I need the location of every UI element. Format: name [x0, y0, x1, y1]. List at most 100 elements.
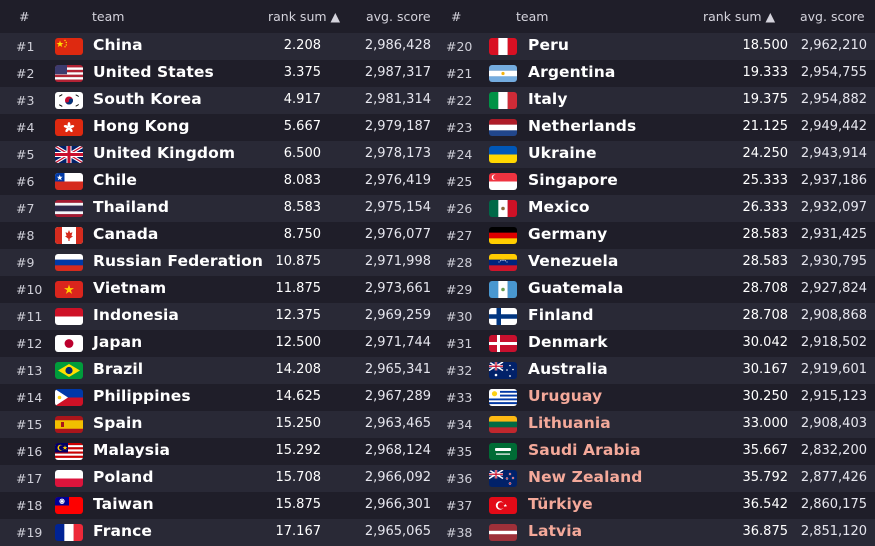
table-row[interactable]: #28 Venezuela 28.583 2,930,795: [437, 249, 875, 276]
avg-score-cell: 2,949,442: [800, 119, 867, 134]
team-name-link[interactable]: Netherlands: [528, 117, 637, 135]
team-name-link[interactable]: Peru: [528, 36, 569, 54]
team-name-link[interactable]: United States: [93, 63, 214, 81]
team-name-link[interactable]: Indonesia: [93, 306, 179, 324]
table-row[interactable]: #11 Indonesia 12.375 2,969,259: [0, 303, 437, 330]
rank-cell: #33: [446, 390, 473, 405]
rank-sum-cell: 8.583: [283, 200, 321, 215]
rank-cell: #31: [446, 336, 473, 351]
table-row[interactable]: #15 Spain 15.250 2,963,465: [0, 411, 437, 438]
table-row[interactable]: #2 United States 3.375 2,987,317: [0, 60, 437, 87]
team-name-link[interactable]: Brazil: [93, 360, 144, 378]
avg-score-cell: 2,832,200: [800, 443, 867, 458]
rank-cell: #25: [446, 174, 473, 189]
team-name-link[interactable]: Thailand: [93, 198, 170, 216]
rank-cell: #8: [16, 228, 35, 243]
team-name-link[interactable]: Italy: [528, 90, 568, 108]
avg-score-cell: 2,932,097: [800, 200, 867, 215]
team-name-link[interactable]: Guatemala: [528, 279, 624, 297]
team-name-link[interactable]: New Zealand: [528, 468, 643, 486]
table-row[interactable]: #20 Peru 18.500 2,962,210: [437, 33, 875, 60]
table-row[interactable]: #7 Thailand 8.583 2,975,154: [0, 195, 437, 222]
rank-cell: #4: [16, 120, 35, 135]
team-name-link[interactable]: Taiwan: [93, 495, 154, 513]
avg-score-cell: 2,976,419: [364, 173, 431, 188]
team-name-link[interactable]: Japan: [93, 333, 143, 351]
header-rank-sum[interactable]: rank sum ▲: [268, 9, 341, 24]
team-name-link[interactable]: Mexico: [528, 198, 590, 216]
table-row[interactable]: #33 Uruguay 30.250 2,915,123: [437, 384, 875, 411]
rank-sum-cell: 28.708: [742, 281, 789, 296]
table-row[interactable]: #31 Denmark 30.042 2,918,502: [437, 330, 875, 357]
avg-score-cell: 2,931,425: [800, 227, 867, 242]
team-name-link[interactable]: Canada: [93, 225, 159, 243]
table-row[interactable]: #13 Brazil 14.208 2,965,341: [0, 357, 437, 384]
team-name-link[interactable]: Chile: [93, 171, 138, 189]
rank-cell: #14: [16, 390, 43, 405]
table-row[interactable]: #26 Mexico 26.333 2,932,097: [437, 195, 875, 222]
table-row[interactable]: #22 Italy 19.375 2,954,882: [437, 87, 875, 114]
team-name-link[interactable]: France: [93, 522, 153, 540]
header-rank-sum[interactable]: rank sum ▲: [703, 9, 776, 24]
table-row[interactable]: #29 Guatemala 28.708 2,927,824: [437, 276, 875, 303]
team-name-link[interactable]: Argentina: [528, 63, 616, 81]
team-name-link[interactable]: Germany: [528, 225, 608, 243]
team-name-link[interactable]: Saudi Arabia: [528, 441, 641, 459]
team-name-link[interactable]: Singapore: [528, 171, 618, 189]
table-row[interactable]: #9 Russian Federation 10.875 2,971,998: [0, 249, 437, 276]
table-row[interactable]: #30 Finland 28.708 2,908,868: [437, 303, 875, 330]
table-row[interactable]: #12 Japan 12.500 2,971,744: [0, 330, 437, 357]
table-row[interactable]: #16 Malaysia 15.292 2,968,124: [0, 438, 437, 465]
header-rank[interactable]: #: [451, 9, 462, 24]
avg-score-cell: 2,919,601: [800, 362, 867, 377]
table-row[interactable]: #3 South Korea 4.917 2,981,314: [0, 87, 437, 114]
header-avg-score[interactable]: avg. score: [800, 9, 865, 24]
team-name-link[interactable]: Hong Kong: [93, 117, 190, 135]
team-name-link[interactable]: China: [93, 36, 143, 54]
team-name-link[interactable]: Finland: [528, 306, 594, 324]
team-name-link[interactable]: Poland: [93, 468, 154, 486]
header-avg-score[interactable]: avg. score: [366, 9, 431, 24]
table-row[interactable]: #23 Netherlands 21.125 2,949,442: [437, 114, 875, 141]
team-name-link[interactable]: Ukraine: [528, 144, 597, 162]
table-row[interactable]: #17 Poland 15.708 2,966,092: [0, 465, 437, 492]
table-row[interactable]: #14 Philippines 14.625 2,967,289: [0, 384, 437, 411]
avg-score-cell: 2,965,065: [364, 524, 431, 539]
team-name-link[interactable]: United Kingdom: [93, 144, 236, 162]
table-row[interactable]: #34 Lithuania 33.000 2,908,403: [437, 411, 875, 438]
team-name-link[interactable]: Venezuela: [528, 252, 619, 270]
team-name-link[interactable]: Türkiye: [528, 495, 593, 513]
table-row[interactable]: #21 Argentina 19.333 2,954,755: [437, 60, 875, 87]
team-name-link[interactable]: Russian Federation: [93, 252, 264, 270]
team-name-link[interactable]: Spain: [93, 414, 143, 432]
team-name-link[interactable]: Denmark: [528, 333, 608, 351]
table-row[interactable]: #37 Türkiye 36.542 2,860,175: [437, 492, 875, 519]
table-row[interactable]: #36 New Zealand 35.792 2,877,426: [437, 465, 875, 492]
header-team[interactable]: team: [92, 9, 125, 24]
team-name-link[interactable]: Lithuania: [528, 414, 611, 432]
team-name-link[interactable]: Philippines: [93, 387, 191, 405]
table-row[interactable]: #24 Ukraine 24.250 2,943,914: [437, 141, 875, 168]
table-row[interactable]: #32 Australia 30.167 2,919,601: [437, 357, 875, 384]
header-rank[interactable]: #: [19, 9, 30, 24]
rank-cell: #32: [446, 363, 473, 378]
team-name-link[interactable]: Uruguay: [528, 387, 603, 405]
team-name-link[interactable]: Australia: [528, 360, 608, 378]
table-row[interactable]: #25 Singapore 25.333 2,937,186: [437, 168, 875, 195]
table-row[interactable]: #6 Chile 8.083 2,976,419: [0, 168, 437, 195]
avg-score-cell: 2,986,428: [364, 38, 431, 53]
header-team[interactable]: team: [516, 9, 549, 24]
team-name-link[interactable]: Malaysia: [93, 441, 171, 459]
table-row[interactable]: #27 Germany 28.583 2,931,425: [437, 222, 875, 249]
table-row[interactable]: #5 United Kingdom 6.500 2,978,173: [0, 141, 437, 168]
team-name-link[interactable]: Vietnam: [93, 279, 167, 297]
table-row[interactable]: #1 China 2.208 2,986,428: [0, 33, 437, 60]
table-row[interactable]: #35 Saudi Arabia 35.667 2,832,200: [437, 438, 875, 465]
avg-score-cell: 2,975,154: [364, 200, 431, 215]
table-row[interactable]: #18 Taiwan 15.875 2,966,301: [0, 492, 437, 519]
table-row[interactable]: #4 Hong Kong 5.667 2,979,187: [0, 114, 437, 141]
table-row[interactable]: #8 Canada 8.750 2,976,077: [0, 222, 437, 249]
team-name-link[interactable]: South Korea: [93, 90, 202, 108]
table-row[interactable]: #10 Vietnam 11.875 2,973,661: [0, 276, 437, 303]
team-name-link[interactable]: Latvia: [528, 522, 583, 540]
